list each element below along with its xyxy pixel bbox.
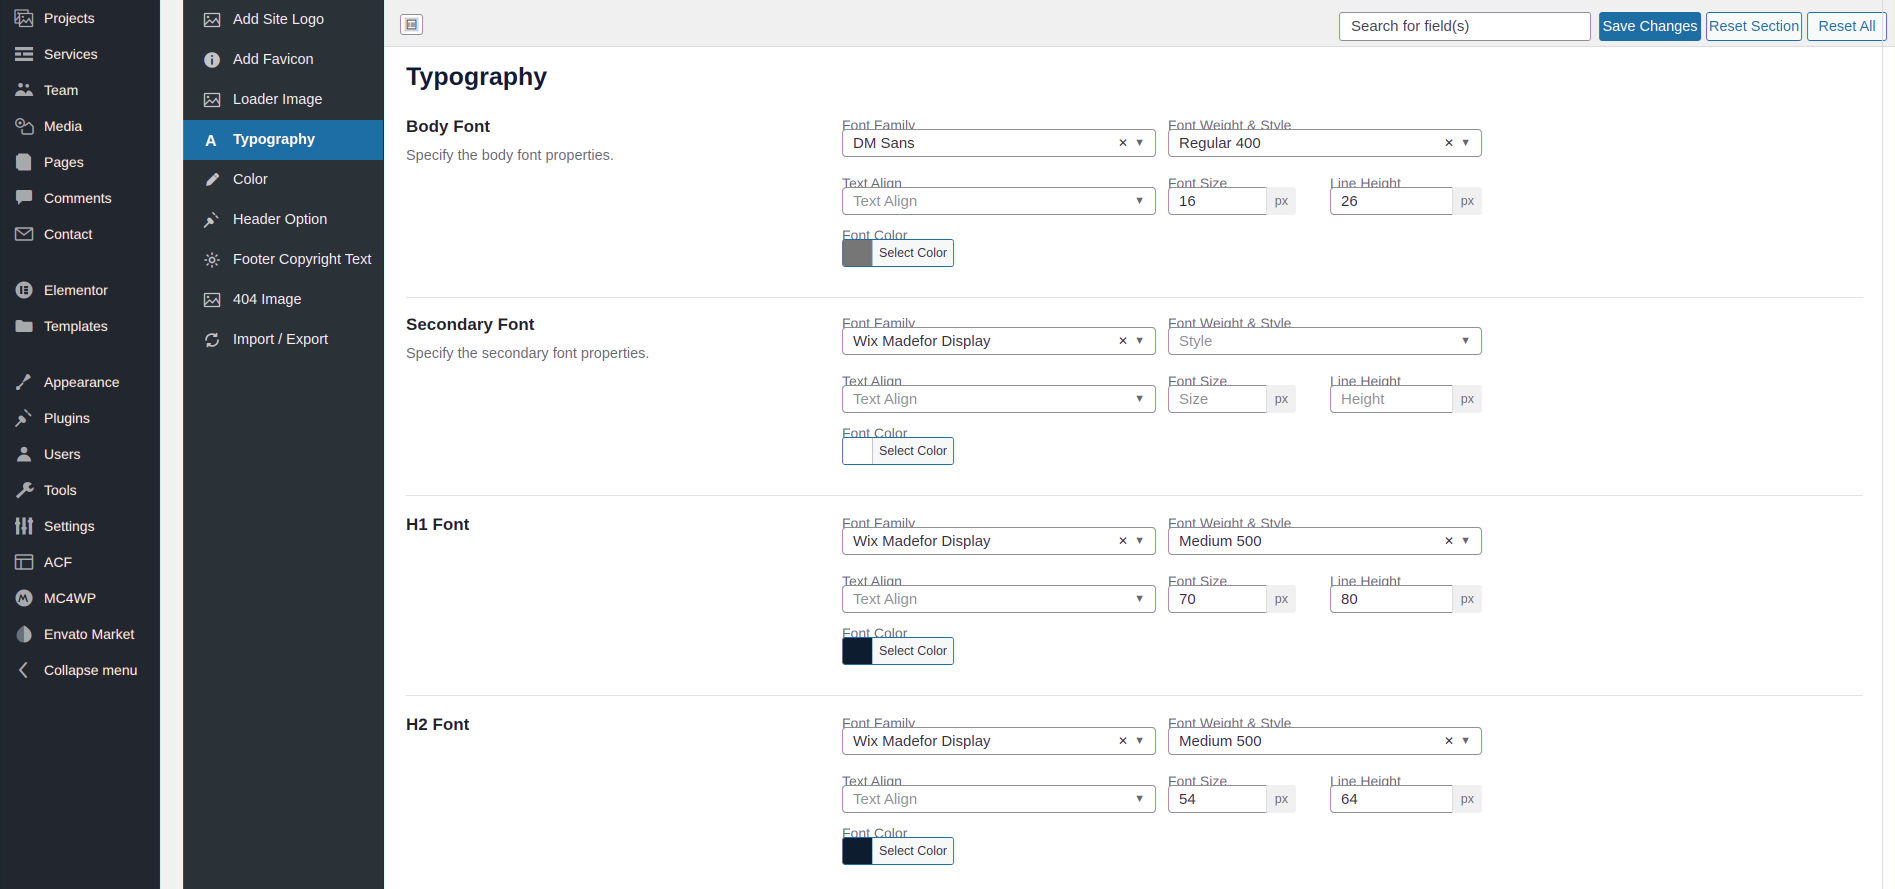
svg-text:A: A: [205, 133, 217, 149]
